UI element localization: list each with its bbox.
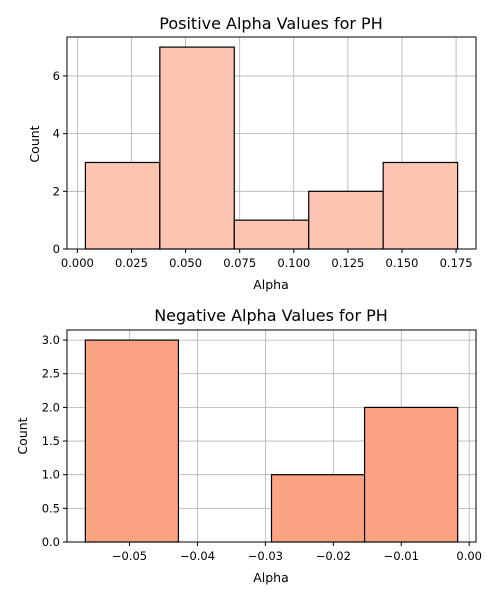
x-tick-label: −0.05	[112, 549, 147, 563]
y-tick-label: 1.5	[42, 434, 60, 448]
x-tick-label: 0.025	[115, 256, 148, 270]
x-tick-label: 0.050	[169, 256, 202, 270]
axes-frame	[66, 36, 477, 250]
histogram-bar	[270, 474, 366, 543]
y-tick-label: 1.0	[42, 468, 60, 482]
y-tick-label: 2	[53, 184, 60, 198]
x-tick-label: 0.00	[456, 549, 482, 563]
y-tick-label: 2.5	[42, 367, 60, 381]
x-axis-label: Alpha	[253, 277, 289, 292]
histogram-bar	[363, 406, 459, 543]
positive-alpha-histogram: Positive Alpha Values for PH Alpha Count…	[27, 14, 477, 292]
x-tick-label: 0.150	[386, 256, 419, 270]
histogram-bar	[382, 161, 459, 250]
y-axis-label: Count	[27, 125, 42, 162]
histogram-bar	[84, 339, 180, 543]
axes-frame	[66, 329, 477, 543]
x-tick-label: −0.02	[316, 549, 351, 563]
histogram-bar	[159, 46, 235, 250]
x-tick-label: 0.100	[277, 256, 310, 270]
y-tick-label: 3.0	[42, 333, 60, 347]
chart-title: Negative Alpha Values for PH	[154, 306, 388, 325]
x-tick-label: 0.075	[223, 256, 256, 270]
histogram-bar	[308, 190, 384, 250]
y-tick-label: 0.0	[42, 535, 60, 549]
x-tick-label: −0.03	[248, 549, 283, 563]
x-tick-label: 0.000	[61, 256, 94, 270]
x-tick-label: 0.125	[331, 256, 364, 270]
y-tick-label: 0	[53, 242, 60, 256]
y-axis-label: Count	[15, 417, 30, 454]
x-tick-label: 0.175	[440, 256, 473, 270]
histogram-bar	[233, 219, 310, 250]
negative-alpha-histogram: Negative Alpha Values for PH Alpha Count…	[15, 306, 482, 585]
x-tick-label: −0.01	[384, 549, 419, 563]
x-tick-label: −0.04	[180, 549, 215, 563]
y-tick-label: 2.0	[42, 400, 60, 414]
histogram-bar	[84, 161, 161, 250]
chart-title: Positive Alpha Values for PH	[159, 14, 382, 33]
y-tick-label: 6	[53, 69, 60, 83]
y-tick-label: 0.5	[42, 501, 60, 515]
y-tick-label: 4	[53, 127, 60, 141]
x-axis-label: Alpha	[253, 570, 289, 585]
